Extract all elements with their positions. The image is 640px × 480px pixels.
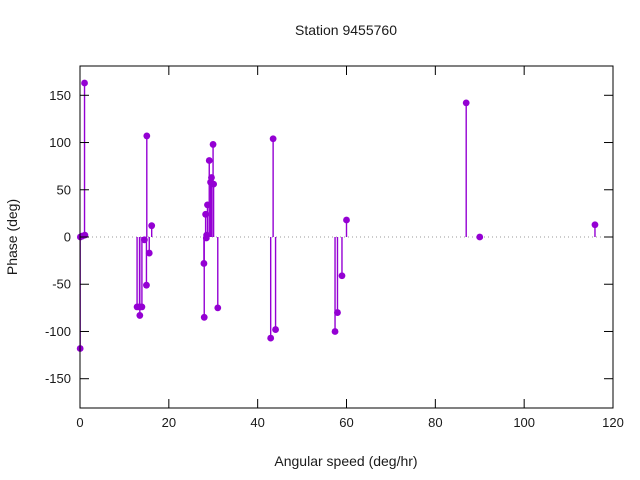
x-axis-label: Angular speed (deg/hr): [274, 453, 417, 469]
data-point: [202, 210, 210, 218]
data-point: [210, 180, 218, 188]
y-tick-label: 50: [57, 182, 71, 197]
data-point: [200, 260, 208, 267]
data-point: [338, 272, 346, 280]
y-tick-label: 100: [49, 135, 71, 150]
data-point: [200, 313, 208, 321]
y-axis-label: Phase (deg): [4, 199, 20, 275]
data-point: [331, 328, 339, 335]
data-point: [203, 231, 211, 239]
y-tick-label: 150: [49, 88, 71, 103]
data-point: [143, 132, 151, 140]
data-point: [205, 157, 213, 164]
data-point: [148, 222, 156, 230]
x-tick-label: 80: [428, 415, 442, 430]
data-point: [208, 174, 215, 181]
data-point: [141, 236, 148, 244]
y-tick-label: -150: [45, 371, 71, 386]
data-point: [143, 281, 150, 289]
data-point: [214, 304, 222, 312]
y-tick-label: 0: [64, 230, 71, 245]
x-tick-label: 100: [513, 415, 535, 430]
y-tick-label: -100: [45, 324, 71, 339]
data-point: [591, 221, 599, 229]
data-point: [462, 99, 470, 107]
data-point: [272, 326, 279, 333]
data-point: [267, 334, 275, 342]
x-tick-label: 120: [602, 415, 624, 430]
data-point: [81, 79, 88, 87]
x-tick-label: 40: [250, 415, 264, 430]
chart-title: Station 9455760: [295, 22, 397, 38]
data-point: [209, 141, 217, 148]
data-point: [343, 216, 350, 224]
data-point: [269, 135, 277, 143]
data-point: [334, 309, 341, 316]
x-tick-label: 0: [76, 415, 83, 430]
data-point: [476, 233, 484, 241]
data-point: [138, 303, 146, 311]
x-tick-label: 20: [162, 415, 176, 430]
data-point: [204, 201, 211, 209]
data-point: [136, 312, 144, 319]
y-tick-label: -50: [52, 277, 71, 292]
data-point: [145, 249, 153, 257]
x-tick-label: 60: [339, 415, 353, 430]
